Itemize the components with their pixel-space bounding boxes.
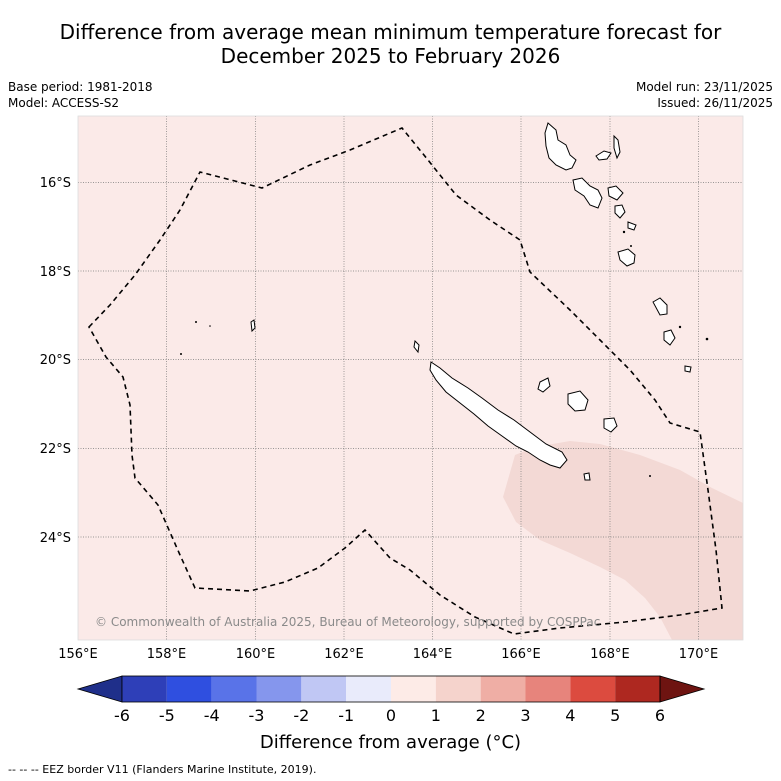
colorbar-segment (122, 676, 167, 702)
island (614, 204, 626, 219)
meta-left: Base period: 1981-2018 Model: ACCESS-S2 (8, 79, 153, 111)
latitude-labels: 16°S 18°S 20°S 22°S 24°S (40, 176, 71, 546)
espiritu-santo-island (544, 122, 577, 171)
colorbar-tick-labels: -6 -5 -4 -3 -2 -1 0 1 2 3 4 5 6 (114, 706, 665, 725)
model-text: Model: ACCESS-S2 (8, 96, 120, 110)
islet (630, 245, 632, 247)
ouvea-island (537, 377, 551, 393)
eez-legend-text: -- -- -- EEZ border V11 (Flanders Marine… (8, 763, 317, 776)
islet (195, 321, 197, 323)
lat-label: 20°S (40, 353, 71, 368)
lon-label: 170°E (679, 647, 719, 662)
model-run-text: Model run: 23/11/2025 (635, 80, 773, 94)
lon-label: 156°E (58, 647, 98, 662)
lon-label: 158°E (147, 647, 187, 662)
island (607, 185, 624, 201)
colorbar-extend-low (76, 675, 123, 703)
islet (705, 337, 709, 341)
island (613, 134, 621, 160)
lat-label: 22°S (40, 442, 71, 457)
belep-island (413, 339, 420, 354)
colorbar-segment (301, 676, 347, 702)
colorbar-tick-label: 6 (655, 706, 665, 725)
colorbar-tick-label: 2 (476, 706, 486, 725)
graticule (78, 116, 743, 640)
colorbar-tick-label: 5 (610, 706, 620, 725)
anomaly-region-1-2c (503, 441, 743, 640)
colorbar-tick-label: -2 (293, 706, 309, 725)
copyright-text: © Commonwealth of Australia 2025, Bureau… (95, 615, 600, 629)
tanna-island (663, 329, 676, 346)
colorbar-tick-label: -4 (204, 706, 220, 725)
colorbar-tick-label: -3 (249, 706, 265, 725)
colorbar-extend-high (659, 675, 706, 703)
islet (209, 325, 211, 327)
walpole-island (583, 472, 591, 481)
colorbar-tick-label: 1 (431, 706, 441, 725)
colorbar-segment (435, 676, 481, 702)
efate-island (617, 248, 636, 267)
colorbar-segment (615, 676, 660, 702)
mare-island (603, 417, 618, 433)
lon-label: 166°E (501, 647, 541, 662)
meta-right: Model run: 23/11/2025 Issued: 26/11/2025 (636, 79, 773, 111)
colorbar-segment (256, 676, 302, 702)
eez-border (88, 127, 723, 635)
colorbar-title: Difference from average (°C) (259, 732, 522, 753)
colorbar-segment (391, 676, 436, 702)
colorbar-frame (121, 675, 661, 703)
issued-text: Issued: 26/11/2025 (657, 96, 773, 110)
colorbar-segment (480, 676, 526, 702)
small-islets (180, 230, 709, 477)
islet (649, 475, 651, 477)
colorbar-tick-label: 0 (386, 706, 396, 725)
new-caledonia-islands (250, 319, 618, 481)
lon-label: 160°E (236, 647, 276, 662)
lifou-island (567, 390, 589, 412)
lat-label: 24°S (40, 531, 71, 546)
chart-title-line-2: December 2025 to February 2026 (220, 44, 561, 68)
colorbar-segment (525, 676, 571, 702)
aneityum-island (684, 365, 692, 373)
islet (622, 230, 626, 234)
longitude-labels: 156°E 158°E 160°E 162°E 164°E 166°E 168°… (58, 647, 718, 662)
colorbar-segment (346, 676, 391, 702)
islet (180, 353, 182, 355)
lon-label: 162°E (324, 647, 364, 662)
colorbar-segment (570, 676, 616, 702)
chesterfield-island (250, 319, 256, 333)
lat-label: 16°S (40, 176, 71, 191)
lat-label: 18°S (40, 265, 71, 280)
colorbar-tick-label: 4 (565, 706, 575, 725)
islet (678, 325, 682, 329)
colorbar-tick-label: 3 (520, 706, 530, 725)
erromango-island (652, 297, 668, 316)
vanuatu-islands (544, 122, 692, 373)
malakula-island (572, 177, 603, 209)
chart-title-line-1: Difference from average mean minimum tem… (59, 20, 722, 44)
island (595, 150, 612, 161)
lon-label: 164°E (413, 647, 453, 662)
map-frame (77, 115, 744, 641)
lon-label: 168°E (590, 647, 630, 662)
colorbar-tick-label: -5 (159, 706, 175, 725)
colorbar-tick-label: -6 (114, 706, 130, 725)
colorbar-segment (211, 676, 257, 702)
island (627, 221, 637, 231)
colorbar-segment (166, 676, 212, 702)
base-period-text: Base period: 1981-2018 (8, 80, 153, 94)
grande-terre-island (429, 361, 568, 469)
colorbar-tick-label: -1 (338, 706, 354, 725)
colorbar (76, 675, 706, 703)
